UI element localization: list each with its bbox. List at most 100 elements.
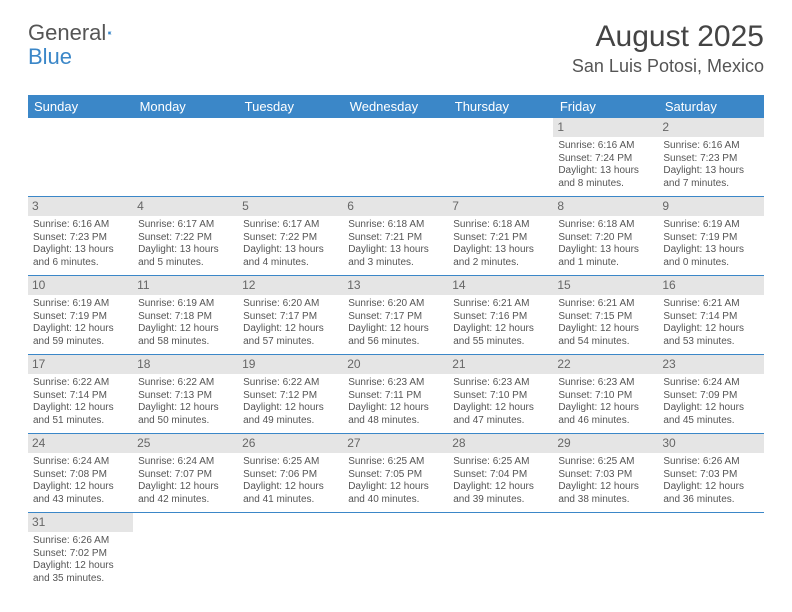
- daylight-text: and 55 minutes.: [453, 336, 548, 349]
- daylight-text: and 4 minutes.: [243, 257, 338, 270]
- calendar-cell: 18Sunrise: 6:22 AMSunset: 7:13 PMDayligh…: [133, 355, 238, 434]
- day-number: 7: [448, 197, 553, 216]
- daylight-text: and 48 minutes.: [348, 415, 443, 428]
- daylight-text: and 41 minutes.: [243, 494, 338, 507]
- sunrise-text: Sunrise: 6:21 AM: [663, 298, 758, 311]
- daylight-text: Daylight: 13 hours: [558, 165, 653, 178]
- sunrise-text: Sunrise: 6:21 AM: [453, 298, 548, 311]
- daylight-text: and 5 minutes.: [138, 257, 233, 270]
- day-number: 14: [448, 276, 553, 295]
- sunrise-text: Sunrise: 6:25 AM: [558, 456, 653, 469]
- day-number: 9: [658, 197, 763, 216]
- day-number: 31: [28, 513, 133, 532]
- sunset-text: Sunset: 7:02 PM: [33, 548, 128, 561]
- day-number: 24: [28, 434, 133, 453]
- sunset-text: Sunset: 7:03 PM: [558, 469, 653, 482]
- day-header: Monday: [133, 95, 238, 118]
- logo: General: [28, 20, 134, 46]
- daylight-text: and 58 minutes.: [138, 336, 233, 349]
- daylight-text: and 50 minutes.: [138, 415, 233, 428]
- day-number: 30: [658, 434, 763, 453]
- daylight-text: and 2 minutes.: [453, 257, 548, 270]
- daylight-text: and 47 minutes.: [453, 415, 548, 428]
- daylight-text: Daylight: 12 hours: [33, 481, 128, 494]
- daylight-text: Daylight: 12 hours: [243, 323, 338, 336]
- sunrise-text: Sunrise: 6:23 AM: [348, 377, 443, 390]
- day-number: 13: [343, 276, 448, 295]
- day-number: 23: [658, 355, 763, 374]
- sunrise-text: Sunrise: 6:24 AM: [33, 456, 128, 469]
- sunset-text: Sunset: 7:17 PM: [243, 311, 338, 324]
- calendar-cell: .: [553, 513, 658, 592]
- calendar-body: .....1Sunrise: 6:16 AMSunset: 7:24 PMDay…: [28, 118, 764, 591]
- logo-text-2: Blue: [28, 44, 72, 70]
- day-header: Wednesday: [343, 95, 448, 118]
- sunrise-text: Sunrise: 6:21 AM: [558, 298, 653, 311]
- calendar-cell: 23Sunrise: 6:24 AMSunset: 7:09 PMDayligh…: [658, 355, 763, 434]
- calendar-cell: .: [448, 513, 553, 592]
- daylight-text: Daylight: 12 hours: [33, 560, 128, 573]
- sunset-text: Sunset: 7:22 PM: [138, 232, 233, 245]
- calendar-cell: 20Sunrise: 6:23 AMSunset: 7:11 PMDayligh…: [343, 355, 448, 434]
- calendar-cell: 1Sunrise: 6:16 AMSunset: 7:24 PMDaylight…: [553, 118, 658, 197]
- day-header: Thursday: [448, 95, 553, 118]
- calendar-cell: .: [238, 118, 343, 197]
- location: San Luis Potosi, Mexico: [572, 56, 764, 77]
- title-block: August 2025 San Luis Potosi, Mexico: [572, 20, 764, 77]
- calendar-cell: 7Sunrise: 6:18 AMSunset: 7:21 PMDaylight…: [448, 197, 553, 276]
- daylight-text: and 35 minutes.: [33, 573, 128, 586]
- sunset-text: Sunset: 7:03 PM: [663, 469, 758, 482]
- daylight-text: Daylight: 12 hours: [243, 481, 338, 494]
- calendar-cell: 10Sunrise: 6:19 AMSunset: 7:19 PMDayligh…: [28, 276, 133, 355]
- sunrise-text: Sunrise: 6:18 AM: [558, 219, 653, 232]
- month-title: August 2025: [572, 20, 764, 54]
- day-number: 17: [28, 355, 133, 374]
- calendar-cell: .: [448, 118, 553, 197]
- daylight-text: and 39 minutes.: [453, 494, 548, 507]
- sunset-text: Sunset: 7:06 PM: [243, 469, 338, 482]
- day-number: 1: [553, 118, 658, 137]
- daylight-text: Daylight: 12 hours: [348, 323, 443, 336]
- sunset-text: Sunset: 7:24 PM: [558, 153, 653, 166]
- day-header: Saturday: [658, 95, 763, 118]
- daylight-text: and 8 minutes.: [558, 178, 653, 191]
- daylight-text: and 54 minutes.: [558, 336, 653, 349]
- day-header: Tuesday: [238, 95, 343, 118]
- calendar-cell: 16Sunrise: 6:21 AMSunset: 7:14 PMDayligh…: [658, 276, 763, 355]
- calendar-cell: .: [133, 513, 238, 592]
- day-number: 22: [553, 355, 658, 374]
- sunset-text: Sunset: 7:19 PM: [663, 232, 758, 245]
- sunset-text: Sunset: 7:12 PM: [243, 390, 338, 403]
- daylight-text: and 42 minutes.: [138, 494, 233, 507]
- daylight-text: Daylight: 12 hours: [348, 481, 443, 494]
- day-header: Friday: [553, 95, 658, 118]
- daylight-text: Daylight: 12 hours: [663, 323, 758, 336]
- daylight-text: and 51 minutes.: [33, 415, 128, 428]
- daylight-text: and 53 minutes.: [663, 336, 758, 349]
- logo-text-1: General: [28, 20, 106, 46]
- daylight-text: and 45 minutes.: [663, 415, 758, 428]
- calendar-head: SundayMondayTuesdayWednesdayThursdayFrid…: [28, 95, 764, 118]
- day-number: 11: [133, 276, 238, 295]
- calendar-cell: 12Sunrise: 6:20 AMSunset: 7:17 PMDayligh…: [238, 276, 343, 355]
- daylight-text: and 43 minutes.: [33, 494, 128, 507]
- sunset-text: Sunset: 7:11 PM: [348, 390, 443, 403]
- day-number: 29: [553, 434, 658, 453]
- calendar-cell: 27Sunrise: 6:25 AMSunset: 7:05 PMDayligh…: [343, 434, 448, 513]
- daylight-text: Daylight: 12 hours: [663, 402, 758, 415]
- day-number: 21: [448, 355, 553, 374]
- sunset-text: Sunset: 7:17 PM: [348, 311, 443, 324]
- calendar-cell: 8Sunrise: 6:18 AMSunset: 7:20 PMDaylight…: [553, 197, 658, 276]
- sunrise-text: Sunrise: 6:17 AM: [138, 219, 233, 232]
- day-number: 2: [658, 118, 763, 137]
- daylight-text: Daylight: 12 hours: [138, 402, 233, 415]
- sunrise-text: Sunrise: 6:19 AM: [138, 298, 233, 311]
- day-number: 16: [658, 276, 763, 295]
- calendar-table: SundayMondayTuesdayWednesdayThursdayFrid…: [28, 95, 764, 591]
- daylight-text: and 3 minutes.: [348, 257, 443, 270]
- calendar-cell: 2Sunrise: 6:16 AMSunset: 7:23 PMDaylight…: [658, 118, 763, 197]
- calendar-cell: 11Sunrise: 6:19 AMSunset: 7:18 PMDayligh…: [133, 276, 238, 355]
- day-number: 12: [238, 276, 343, 295]
- sunset-text: Sunset: 7:21 PM: [453, 232, 548, 245]
- daylight-text: Daylight: 13 hours: [33, 244, 128, 257]
